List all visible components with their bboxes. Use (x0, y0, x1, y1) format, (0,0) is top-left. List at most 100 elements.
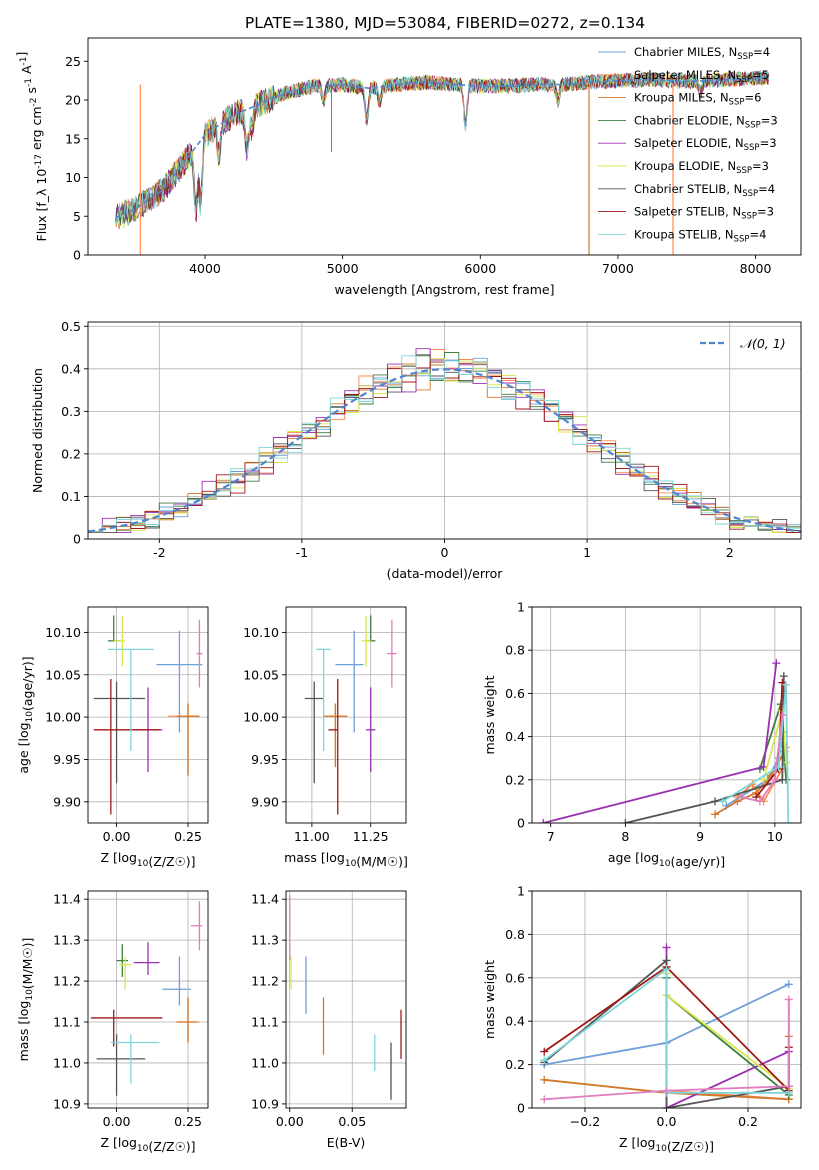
chart-age-vs-Z: 0.00 0.25 9.90 9.95 10.00 10.05 10.10 Z [log10(… (16, 606, 209, 869)
legend-label: Salpeter STELIB, NSSP=3 (634, 205, 774, 222)
x-tick-label: 7000 (602, 261, 634, 276)
x-tick-label: 2 (726, 545, 734, 560)
plot-area (289, 895, 402, 1100)
y-tick-label: 0.1 (61, 489, 81, 504)
plot-area (539, 659, 793, 823)
x-tick-label: 9 (696, 829, 704, 844)
y-axis-label: mass weight (482, 960, 497, 1039)
x-axis-label: (data-model)/error (387, 566, 504, 581)
spectrum-model (115, 76, 770, 219)
plot-area (540, 943, 793, 1108)
x-tick-label: 10 (767, 829, 783, 844)
axes-frame (285, 890, 407, 1109)
x-axis-label: wavelength [Angstrom, rest frame] (334, 282, 554, 297)
y-tick-label: 11.3 (53, 933, 81, 948)
legend: 𝒩(0, 1) (700, 336, 786, 351)
x-tick-label: 0.2 (738, 1114, 758, 1129)
y-tick-label: 10.9 (53, 1096, 81, 1111)
weight-series-8 (722, 684, 790, 823)
chart-mass-vs-EBV: 0.00 0.05 10.9 11.0 11.1 11.2 11.3 11.4 E(B-V) (251, 890, 407, 1150)
legend: Chabrier MILES, NSSP=4 Salpeter MILES, NS… (598, 45, 778, 244)
y-axis-label: mass [log10(M/M☉)] (16, 938, 35, 1062)
y-tick-label: 10.10 (45, 625, 81, 640)
y-tick-label: 10.05 (45, 667, 81, 682)
axes-frame (531, 606, 802, 824)
y-tick-label: 0.2 (505, 772, 525, 787)
x-axis-label: Z [log10(Z/Z☉)] (100, 850, 195, 869)
x-tick-label: 0.0 (657, 1114, 677, 1129)
y-tick-label: 0.6 (505, 686, 525, 701)
weight-marker (784, 995, 793, 1004)
weight-marker (759, 775, 768, 784)
weight-marker (711, 797, 720, 806)
legend-label: Kroupa STELIB, NSSP=4 (634, 227, 766, 244)
weight-marker (784, 980, 793, 989)
x-tick-label: −0.2 (570, 1114, 600, 1129)
plot-area (90, 901, 203, 1096)
y-tick-label: 10.10 (243, 625, 279, 640)
weight-marker (662, 943, 671, 952)
y-tick-label: 11.2 (251, 974, 279, 989)
plot-area (304, 615, 397, 815)
y-tick-label: 11.1 (251, 1015, 279, 1030)
chart-age-vs-mass: 11.00 11.25 9.90 9.95 10.00 10.05 10.10 mass [l… (243, 606, 408, 869)
normal-curve (88, 368, 801, 533)
x-tick-label: 8 (621, 829, 629, 844)
weight-marker (662, 965, 671, 974)
legend-label: Chabrier ELODIE, NSSP=3 (634, 113, 778, 130)
weight-marker (540, 1075, 549, 1084)
y-tick-label: 5 (73, 209, 81, 224)
y-tick-label: 10.9 (251, 1096, 279, 1111)
weight-marker (540, 1047, 549, 1056)
weight-marker (770, 775, 779, 784)
x-tick-label: 1 (583, 545, 591, 560)
y-tick-label: 11.1 (53, 1015, 81, 1030)
weight-marker (737, 793, 746, 802)
y-tick-label: 0.3 (61, 404, 81, 419)
y-tick-label: 0.2 (505, 1057, 525, 1072)
x-axis-label: age [log10(age/yr)] (608, 850, 725, 869)
y-tick-label: 0.4 (505, 1014, 525, 1029)
plot-area (93, 615, 203, 815)
y-tick-label: 9.95 (251, 752, 279, 767)
x-tick-label: 0 (441, 545, 449, 560)
weight-marker (662, 1104, 671, 1108)
weight-marker (772, 659, 781, 668)
weight-series-9 (544, 999, 790, 1101)
x-tick-label: 0.25 (174, 829, 202, 844)
spectrum-series-8 (115, 70, 770, 225)
x-tick-label: 11.25 (353, 829, 389, 844)
y-tick-label: 25 (65, 54, 81, 69)
x-tick-label: 7 (547, 829, 555, 844)
weight-marker (733, 797, 742, 806)
plot-area (115, 69, 770, 255)
axes-frame (285, 606, 407, 824)
weight-marker (779, 672, 788, 681)
x-tick-label: 0.00 (103, 1114, 131, 1129)
weight-marker (540, 1095, 549, 1104)
x-tick-label: 5000 (327, 261, 359, 276)
plot-area (88, 348, 801, 534)
weight-marker (539, 819, 548, 823)
x-tick-label: 8000 (740, 261, 772, 276)
y-axis-label: Flux [f_λ 10-17 erg cm-2 s-1 A-1] (14, 52, 49, 242)
chart-massweight-vs-Z: −0.2 0.0 0.2 0 0.2 0.4 0.6 0.8 1 Z [log10(Z/Z☉)] m… (482, 884, 802, 1154)
legend-label: Kroupa MILES, NSSP=6 (634, 91, 761, 108)
axes-frame (87, 37, 802, 256)
y-tick-label: 0.2 (61, 446, 81, 461)
axes-frame (87, 890, 209, 1109)
chart-massweight-vs-age: 7 8 9 10 0 0.2 0.4 0.6 0.8 1 age [log10(age/yr)] ma… (482, 600, 802, 869)
y-tick-label: 15 (65, 131, 81, 146)
y-tick-label: 11.0 (53, 1055, 81, 1070)
y-tick-label: 0 (73, 532, 81, 547)
legend-label: Chabrier STELIB, NSSP=4 (634, 182, 775, 199)
weight-marker (540, 1056, 549, 1065)
spectrum-series-6 (115, 71, 770, 226)
legend-label: Salpeter MILES, NSSP=5 (634, 68, 769, 85)
x-tick-label: 0.25 (174, 1114, 202, 1129)
figure-title: PLATE=1380, MJD=53084, FIBERID=0272, z=0… (245, 14, 645, 32)
y-tick-label: 11.2 (53, 974, 81, 989)
y-tick-label: 9.90 (251, 794, 279, 809)
weight-marker (782, 680, 791, 689)
y-tick-label: 1 (517, 600, 525, 615)
